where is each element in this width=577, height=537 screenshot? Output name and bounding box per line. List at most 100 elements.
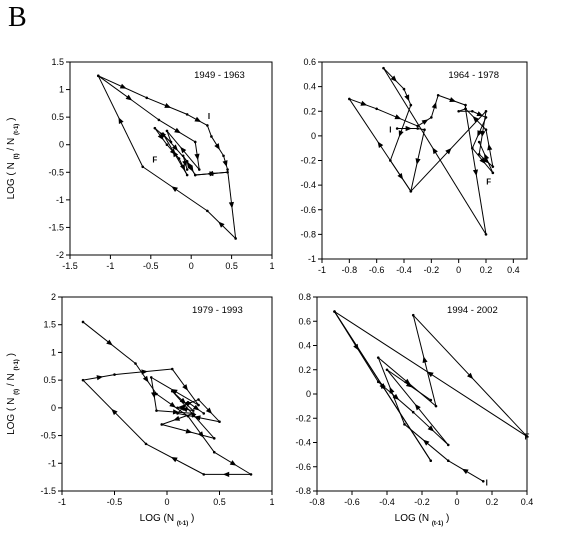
arrowhead <box>353 343 359 351</box>
arrowhead <box>214 143 220 150</box>
y-tick-label: 0.2 <box>303 106 316 116</box>
data-point <box>484 233 488 236</box>
arrowhead <box>179 404 186 411</box>
y-tick-label: 1.5 <box>43 320 56 330</box>
data-point <box>113 373 116 376</box>
annotation-f: F <box>486 177 491 186</box>
data-point <box>222 154 225 158</box>
data-point <box>249 473 253 476</box>
y-tick-label: 1 <box>59 85 64 95</box>
data-point <box>402 87 406 91</box>
arrowhead <box>111 408 118 416</box>
chart-1964-1978: -1 -0.8 -0.6 -0.4 -0.2 0 0.2 0.4 -1 -0.8 -0.6 -0.4 -… <box>300 57 528 275</box>
data-point <box>491 165 495 168</box>
data-point <box>153 126 157 130</box>
arrowhead <box>179 397 187 404</box>
arrowhead <box>415 158 421 165</box>
arrowhead <box>118 117 124 125</box>
arrowhead <box>432 147 438 155</box>
data-point <box>155 392 158 396</box>
data-point <box>144 442 148 446</box>
arrowhead <box>466 372 474 380</box>
data-point <box>430 116 433 119</box>
arrowhead <box>461 468 469 475</box>
data-point <box>409 189 413 193</box>
arrowhead <box>422 356 428 364</box>
data-point <box>160 423 164 426</box>
data-point <box>81 320 85 324</box>
arrowhead <box>398 130 404 138</box>
annotation-f: F <box>152 156 157 165</box>
arrowhead <box>222 471 230 477</box>
data-point <box>165 129 169 133</box>
arrowhead <box>205 407 213 414</box>
data-point <box>185 159 189 163</box>
data-point <box>411 313 415 317</box>
y-tick-label: 1 <box>51 347 56 357</box>
plot-frame <box>321 61 528 260</box>
x-axis-label: LOG (N (t-1) ) <box>395 513 450 527</box>
annotation-f: F <box>525 432 530 441</box>
x-axis-label: LOG (N (t-1) ) <box>140 513 195 527</box>
y-tick-label: -0.6 <box>300 205 316 215</box>
data-point <box>471 146 474 150</box>
data-point <box>210 135 213 138</box>
arrowhead <box>151 391 157 399</box>
arrowhead <box>472 169 479 177</box>
arrowhead <box>142 375 149 383</box>
arrowhead <box>377 141 384 149</box>
arrowhead <box>119 83 127 89</box>
arrowhead <box>194 415 201 421</box>
arrowhead <box>405 125 412 132</box>
data-point <box>185 113 189 116</box>
arrowhead <box>125 94 133 101</box>
data-point <box>333 310 336 313</box>
x-tick-label: 0.4 <box>507 265 520 275</box>
chart-title: 1979 - 1993 <box>192 305 243 316</box>
arrowhead <box>164 103 172 108</box>
chart-title: 1964 - 1978 <box>448 70 499 81</box>
arrowhead <box>477 130 483 137</box>
y-tick-label: 1.5 <box>51 57 64 67</box>
arrowhead <box>206 170 214 177</box>
arrowhead <box>426 371 434 378</box>
arrowhead <box>172 409 180 415</box>
x-tick-label: 0.4 <box>521 497 534 507</box>
data-point <box>212 437 216 440</box>
arrowhead <box>182 384 189 391</box>
y-tick-label: -0.4 <box>295 438 311 448</box>
data-point <box>145 96 149 100</box>
data-point <box>193 173 197 177</box>
y-tick-label: -0.2 <box>300 156 316 166</box>
x-tick-label: 0.2 <box>480 265 493 275</box>
chart-1949-1963: -1.5 -1 -0.5 0 0.5 1-2-1.5-1-0.500.511.51949 … <box>6 57 275 271</box>
data-point <box>464 107 467 111</box>
y-tick-label: 0.5 <box>43 375 56 385</box>
annotation-i: I <box>486 479 488 488</box>
arrowhead <box>159 132 166 139</box>
data-point <box>161 132 165 135</box>
arrowhead <box>479 157 486 164</box>
y-tick-label: 0 <box>51 403 56 413</box>
x-tick-label: -0.6 <box>369 265 385 275</box>
trajectory-segment <box>206 125 212 137</box>
data-point <box>134 362 137 365</box>
arrowhead <box>392 393 400 400</box>
data-point <box>376 356 380 359</box>
chart-title: 1949 - 1963 <box>194 70 245 81</box>
data-point <box>206 124 209 127</box>
data-point <box>185 168 189 171</box>
annotation-i: I <box>389 126 391 135</box>
arrowhead <box>171 144 179 151</box>
x-tick-label: -0.4 <box>379 497 395 507</box>
data-point <box>170 367 174 371</box>
y-axis-label: LOG ( N (t) / N (t-1) ) <box>6 353 20 435</box>
arrowhead <box>431 102 437 109</box>
x-tick-label: 0.5 <box>213 497 226 507</box>
arrowhead <box>414 403 421 411</box>
arrowhead <box>480 130 486 138</box>
data-point <box>471 109 474 113</box>
x-tick-label: 0.2 <box>486 497 499 507</box>
arrowhead <box>194 153 200 161</box>
data-point <box>429 398 433 402</box>
